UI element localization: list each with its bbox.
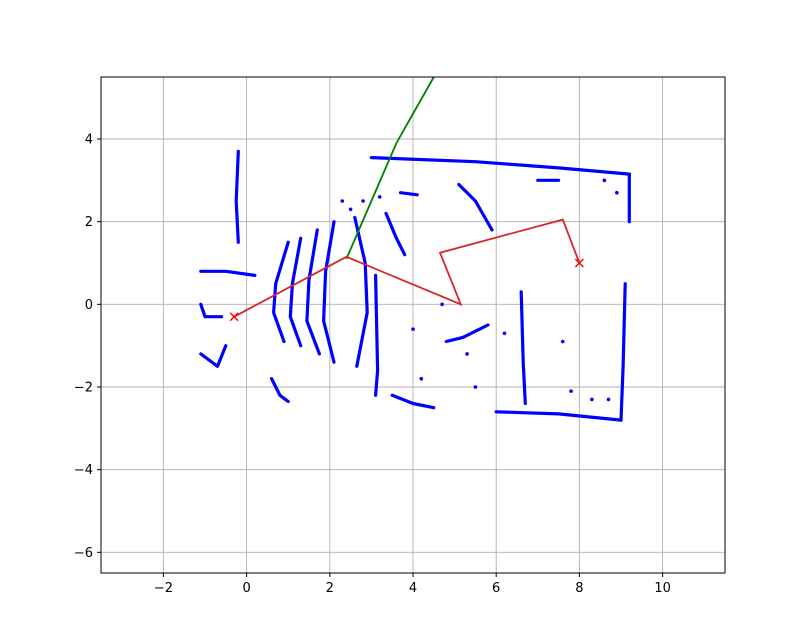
scan-point xyxy=(502,331,507,336)
scan-point xyxy=(377,195,382,199)
x-tick-label: 6 xyxy=(492,581,500,596)
scan-point xyxy=(440,302,444,307)
scan-point xyxy=(606,397,611,402)
scan-point xyxy=(590,397,594,402)
x-tick-label: 8 xyxy=(575,581,583,596)
y-axis: −6 −4 −2 0 2 4 xyxy=(74,133,101,561)
scan-point-cluster xyxy=(353,215,369,368)
scan-point xyxy=(419,376,424,381)
scan-point-cluster xyxy=(270,377,290,404)
planned-path-line xyxy=(233,218,581,318)
x-axis: −2 0 2 4 6 8 10 xyxy=(154,573,671,596)
y-tick-label: −6 xyxy=(74,546,93,561)
scan-point-cluster xyxy=(619,282,627,422)
x-tick-label: 4 xyxy=(409,581,417,596)
y-tick-label: −4 xyxy=(74,463,93,478)
scan-point xyxy=(602,178,607,183)
scan-point-cluster xyxy=(457,182,494,232)
scan-point-cluster xyxy=(199,302,224,319)
scan-point-cluster xyxy=(494,410,623,422)
scan-point xyxy=(560,339,565,344)
scan-point-cluster xyxy=(322,220,336,364)
scan-point xyxy=(465,352,469,356)
scan-point-cluster xyxy=(398,191,419,197)
scan-point-cluster xyxy=(384,211,407,257)
y-tick-label: −2 xyxy=(74,381,93,396)
x-tick-label: 10 xyxy=(654,581,671,596)
scan-point xyxy=(473,385,478,389)
scan-point-cluster xyxy=(199,344,228,368)
y-tick-label: 4 xyxy=(85,133,93,148)
scan-point-cluster xyxy=(234,149,240,244)
x-marker xyxy=(229,312,239,322)
plot-area xyxy=(199,76,631,422)
scan-point-cluster xyxy=(369,156,631,176)
scan-point xyxy=(340,199,345,203)
y-tick-label: 0 xyxy=(85,298,93,313)
scan-point xyxy=(569,389,573,393)
scan-point-cluster xyxy=(305,228,321,356)
scan-point-cluster xyxy=(199,269,257,277)
scan-point-cluster xyxy=(444,323,490,344)
x-tick-label: 0 xyxy=(242,581,250,596)
scan-point xyxy=(615,190,619,195)
scan-point xyxy=(411,327,415,331)
scan-point xyxy=(348,207,353,212)
scan-point-cluster xyxy=(272,240,290,344)
x-tick-label: 2 xyxy=(326,581,334,596)
scan-point xyxy=(361,199,365,203)
scan-point-cluster xyxy=(390,393,436,410)
scan-point-cluster xyxy=(519,290,527,406)
x-tick-label: −2 xyxy=(154,581,173,596)
trajectory-line xyxy=(345,76,435,260)
scan-point-cluster xyxy=(374,273,380,397)
scan-point-cluster xyxy=(288,236,303,348)
x-marker xyxy=(574,258,584,268)
y-tick-label: 2 xyxy=(85,215,93,230)
